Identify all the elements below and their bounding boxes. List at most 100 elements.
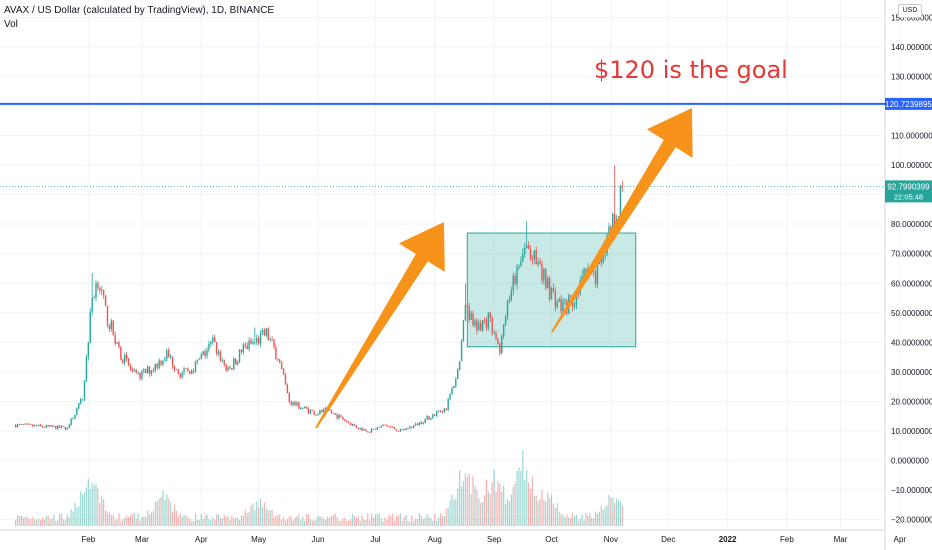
volume-bar [556, 503, 558, 526]
candle-body [422, 422, 424, 424]
candle-body [594, 271, 597, 285]
volume-indicator-label[interactable]: Vol [4, 19, 18, 30]
volume-bar [489, 493, 491, 526]
volume-bar [437, 517, 440, 526]
volume-bar [615, 498, 618, 526]
volume-bar [187, 517, 189, 526]
volume-bar [332, 514, 334, 526]
volume-bar [22, 517, 24, 526]
volume-bar [191, 521, 193, 526]
candle-body [413, 425, 415, 428]
volume-bar [294, 517, 296, 526]
candle-body [401, 429, 403, 431]
volume-bar [252, 503, 254, 526]
candle-body [208, 343, 210, 351]
candle-body [359, 427, 361, 430]
volume-bar [411, 515, 413, 526]
candle-body [336, 414, 338, 419]
volume-bar [16, 514, 19, 526]
volume-bar [275, 515, 277, 526]
volume-bar [164, 499, 166, 526]
volume-bar [59, 513, 61, 526]
candle-body [409, 426, 411, 429]
candle-body [499, 343, 501, 354]
candle-body [242, 344, 245, 353]
volume-bar [422, 519, 424, 526]
candle-body [190, 370, 193, 374]
candle-body [217, 351, 220, 354]
volume-bar [133, 513, 135, 526]
volume-bar [330, 515, 333, 526]
volume-bar [430, 518, 432, 526]
price-axis-label: 20.0000000 [891, 397, 932, 406]
candle-body [382, 424, 384, 426]
volume-bar [215, 514, 218, 526]
volume-bar [304, 521, 306, 526]
volume-bar [485, 479, 488, 526]
time-axis-label: Apr [195, 535, 208, 544]
volume-bar [74, 502, 76, 526]
arrow-target [551, 108, 693, 333]
volume-bar [543, 500, 545, 526]
volume-bar [325, 519, 327, 526]
volume-bar [170, 501, 172, 526]
candle-body [221, 360, 224, 362]
candle-body [581, 275, 583, 281]
chart-header: AVAX / US Dollar (calculated by TradingV… [4, 4, 274, 32]
candle-body [196, 359, 199, 362]
candle-body [554, 290, 557, 307]
volume-bar [541, 489, 543, 526]
candle-body [323, 409, 325, 413]
volume-bar [453, 499, 455, 526]
candle-body [393, 427, 396, 430]
candle-body [235, 358, 237, 365]
time-axis-label: Oct [545, 535, 558, 544]
volume-bar [344, 518, 346, 526]
candle-body [347, 421, 350, 423]
candle-body [26, 423, 28, 425]
volume-bar [372, 517, 375, 526]
volume-bar [598, 511, 600, 526]
candle-body [139, 372, 141, 379]
volume-bar [64, 519, 66, 526]
candle-body [112, 320, 114, 335]
candle-body [60, 426, 63, 428]
volume-bar [539, 498, 541, 526]
volume-bar [256, 501, 258, 526]
volume-bar [499, 483, 501, 526]
volume-bar [587, 515, 589, 526]
candle-body [420, 422, 423, 424]
candle-body [143, 369, 145, 372]
volume-bar [127, 517, 130, 526]
volume-bar [535, 496, 537, 526]
candle-body [47, 425, 49, 427]
candle-body [441, 411, 444, 413]
candle-body [70, 418, 72, 425]
currency-button[interactable]: USD [898, 4, 922, 18]
candle-body [376, 427, 379, 430]
candle-body [110, 320, 113, 330]
candle-body [231, 368, 233, 370]
volume-bar [147, 510, 149, 526]
candle-body [524, 248, 526, 254]
candle-body [424, 418, 426, 423]
candle-body [562, 301, 564, 312]
volume-bar [185, 515, 187, 526]
candle-body [430, 418, 432, 420]
volume-bar [62, 519, 65, 526]
candle-body [22, 424, 24, 425]
candle-body [185, 368, 187, 370]
candle-body [462, 320, 465, 341]
volume-bar [497, 481, 499, 526]
candle-body [453, 386, 455, 388]
last-price-tag-bg [885, 180, 932, 203]
candle-body [18, 424, 21, 425]
volume-bar [326, 516, 329, 526]
volume-bar [562, 514, 564, 526]
candle-body [472, 313, 474, 326]
candle-body [114, 334, 116, 344]
volume-bar [441, 516, 444, 526]
volume-bar [66, 513, 68, 526]
candle-body [62, 426, 65, 427]
